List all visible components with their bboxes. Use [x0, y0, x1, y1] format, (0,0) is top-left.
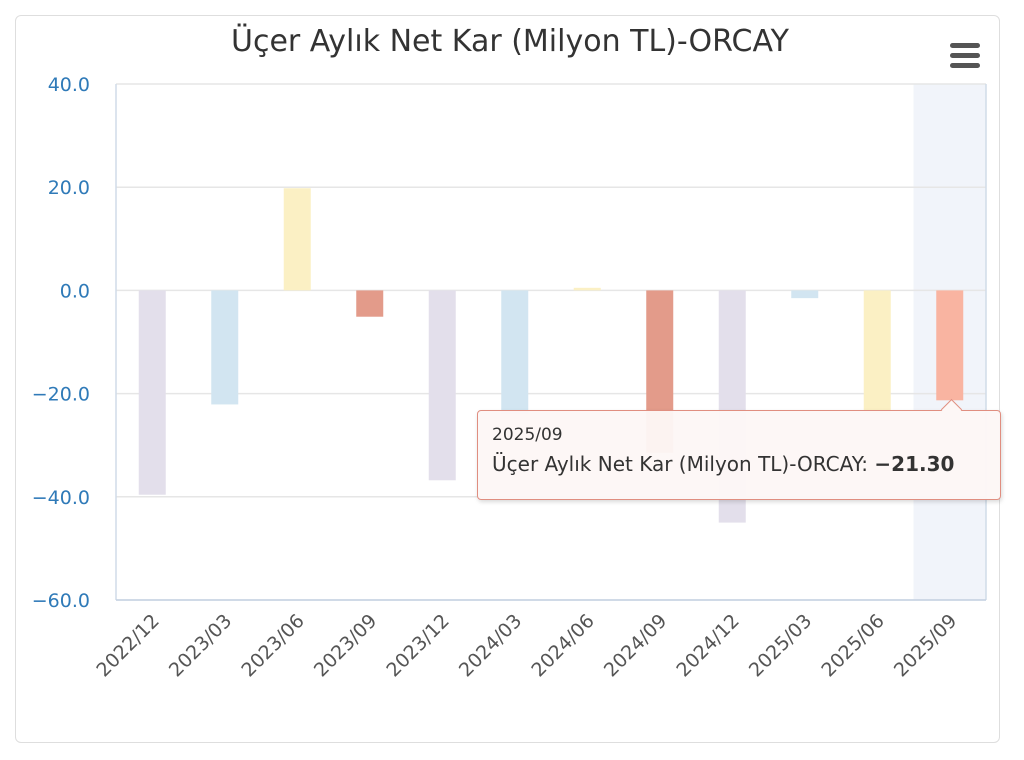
chart-title: Üçer Aylık Net Kar (Milyon TL)-ORCAY [231, 24, 789, 59]
tooltip-line: Üçer Aylık Net Kar (Milyon TL)-ORCAY: −2… [492, 452, 954, 476]
tooltip: 2025/09 Üçer Aylık Net Kar (Milyon TL)-O… [477, 398, 1001, 500]
tooltip-value: −21.30 [874, 452, 955, 476]
chart-card [15, 15, 1000, 743]
tooltip-date: 2025/09 [492, 425, 563, 445]
tooltip-series-label: Üçer Aylık Net Kar (Milyon TL)-ORCAY: [492, 452, 869, 476]
hamburger-menu-icon[interactable] [946, 40, 984, 72]
